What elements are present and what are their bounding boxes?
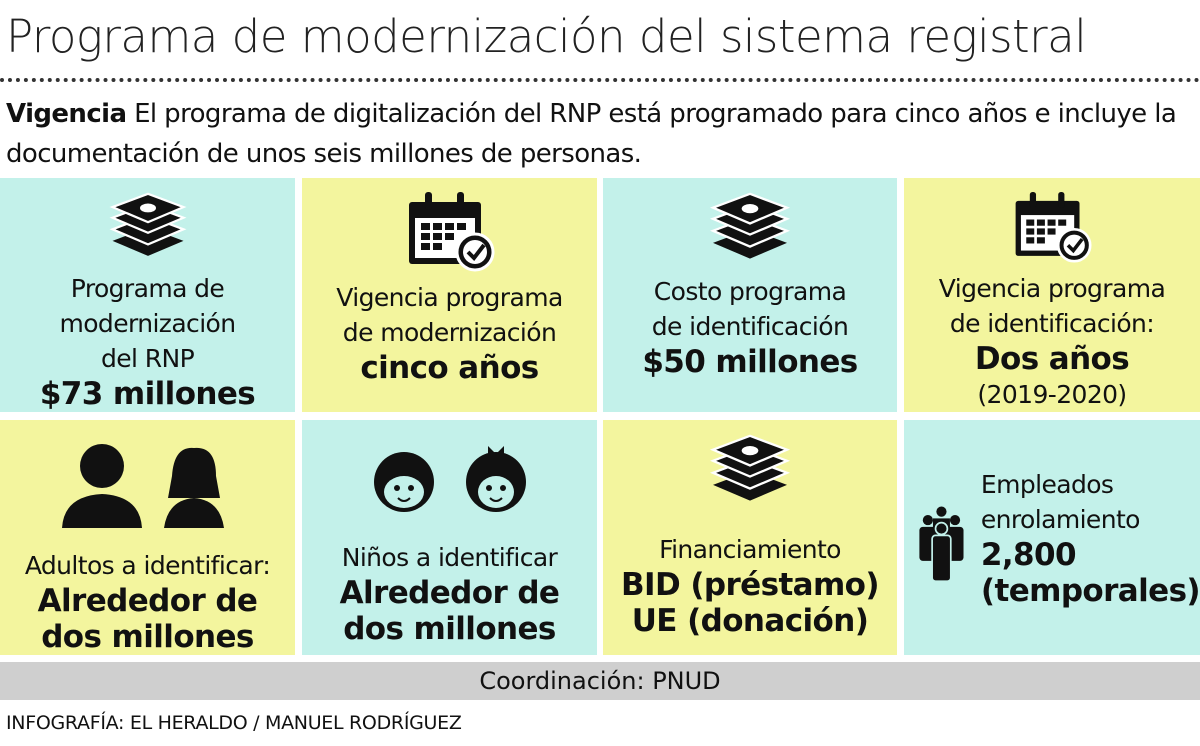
money-stack-icon (106, 192, 190, 263)
employees-text: Empleados enrolamiento 2,800 (temporales… (981, 467, 1200, 609)
intro-lead: Vigencia (6, 99, 127, 129)
cell-value: $73 millones (39, 376, 256, 412)
cell-label: Costo programa (653, 277, 847, 306)
credit-line: INFOGRAFÍA: EL HERALDO / MANUEL RODRÍGUE… (6, 712, 462, 734)
adults-icon (61, 444, 224, 528)
cell-note: (2019-2020) (977, 380, 1127, 409)
cell-identification-duration: Vigencia programa de identificación: Dos… (904, 178, 1200, 412)
cell-label: Programa de (70, 274, 225, 303)
cell-label: Empleados (980, 469, 1114, 499)
children-icon (373, 446, 526, 512)
intro-text: Vigencia El programa de digitalización d… (6, 94, 1196, 174)
cell-value: $50 millones (642, 344, 858, 380)
cell-label: de identificación (651, 312, 849, 341)
cell-label: Vigencia programa (336, 283, 563, 312)
cell-label: de identificación: (949, 309, 1155, 338)
cell-children: Niños a identificar Alrededor de dos mil… (302, 420, 597, 655)
cell-value: Dos años (974, 341, 1130, 377)
cell-label: del RNP (100, 344, 195, 373)
cell-label: modernización (59, 309, 236, 338)
cell-label: de modernización (342, 318, 557, 347)
coordination-bar: Coordinación: PNUD (0, 662, 1200, 700)
cell-adults: Adultos a identificar: Alrededor de dos … (0, 420, 295, 655)
cell-value: (temporales) (980, 572, 1200, 609)
intro-body: El programa de digitalización del RNP es… (6, 99, 1177, 169)
cell-value: 2,800 (980, 536, 1077, 573)
money-stack-icon (708, 434, 792, 508)
cell-value: dos millones (41, 619, 254, 655)
cell-value: cinco años (360, 350, 539, 386)
page-title: Programa de modernización del sistema re… (6, 10, 1087, 63)
cell-identification-cost: Costo programa de identificación $50 mil… (603, 178, 897, 412)
cell-employees: Empleados enrolamiento 2,800 (temporales… (904, 420, 1200, 655)
cell-label: Adultos a identificar: (24, 551, 271, 580)
cell-value: dos millones (343, 611, 556, 647)
money-stack-icon (708, 192, 792, 266)
cell-rnp-cost: Programa de modernización del RNP $73 mi… (0, 178, 295, 412)
cell-label: Vigencia programa (938, 274, 1166, 303)
group-icon (919, 506, 964, 582)
cell-label: Financiamiento (659, 535, 841, 564)
cell-value: UE (donación) (631, 603, 869, 639)
dotted-divider (0, 78, 1200, 82)
cell-label: enrolamiento (980, 504, 1141, 534)
calendar-check-icon (1007, 192, 1097, 263)
cell-value: Alrededor de (339, 575, 560, 611)
calendar-check-icon (405, 192, 495, 272)
cell-value: Alrededor de (37, 583, 258, 619)
cell-label: Niños a identificar (341, 543, 558, 572)
cell-modernization-duration: Vigencia programa de modernización cinco… (302, 178, 597, 412)
cell-value: BID (préstamo) (621, 567, 880, 603)
cell-financing: Financiamiento BID (préstamo) UE (donaci… (603, 420, 897, 655)
